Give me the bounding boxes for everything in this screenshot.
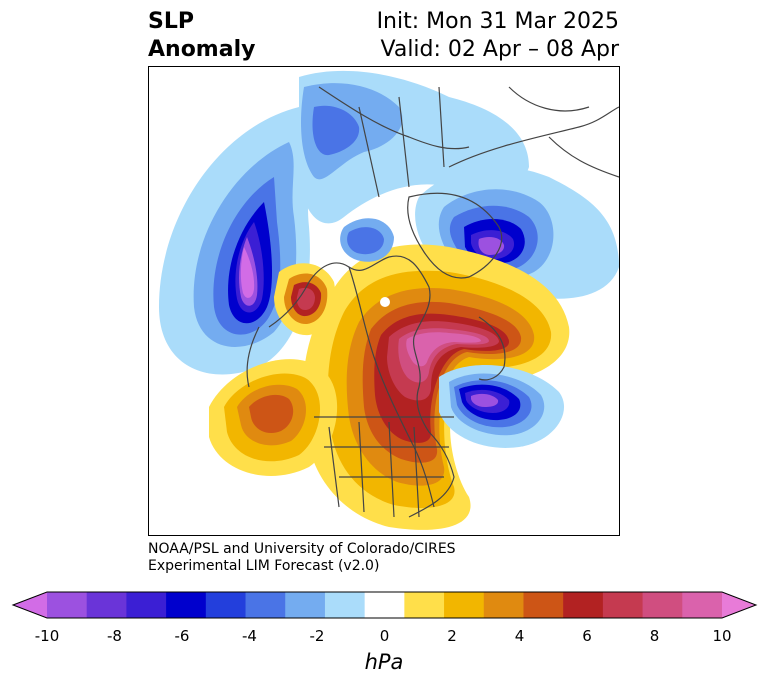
map-title: SLP Anomaly	[148, 8, 255, 64]
colorbar-segment	[205, 592, 247, 618]
title-line-anomaly: Anomaly	[148, 37, 256, 62]
colorbar-segment	[404, 592, 445, 618]
colorbar-tick-label: 0	[379, 627, 390, 645]
colorbar-segment	[642, 592, 683, 618]
credit-line-2: Experimental LIM Forecast (v2.0)	[148, 558, 380, 574]
forecast-dates: Init: Mon 31 Mar 2025 Valid: 02 Apr – 08…	[377, 8, 619, 64]
colorbar-tick-label: -8	[107, 627, 122, 645]
colorbar-tick-label: -4	[242, 627, 257, 645]
colorbar-segment	[285, 592, 326, 618]
colorbar-outline	[11, 591, 758, 619]
colorbar	[11, 591, 758, 619]
credit-line-1: NOAA/PSL and University of Colorado/CIRE…	[148, 541, 456, 557]
colorbar-segment	[245, 592, 286, 618]
init-date: Init: Mon 31 Mar 2025	[376, 9, 619, 34]
colorbar-segment	[166, 592, 207, 618]
colorbar-segment	[483, 592, 524, 618]
anomaly-east-pacific-high	[209, 359, 338, 476]
coastlines	[246, 86, 619, 518]
colorbar-segment	[324, 592, 366, 618]
anomaly-map	[148, 66, 620, 536]
title-line-slp: SLP	[148, 9, 194, 34]
map-svg	[159, 70, 619, 530]
colorbar-tick-label: 8	[649, 627, 660, 645]
colorbar-tick-label: 4	[514, 627, 525, 645]
anomaly-labrador-small	[340, 218, 394, 262]
credit-text: NOAA/PSL and University of Colorado/CIRE…	[148, 541, 456, 575]
colorbar-segment	[444, 592, 485, 618]
colorbar-segment	[86, 592, 127, 618]
valid-range: Valid: 02 Apr – 08 Apr	[380, 37, 620, 62]
colorbar-segment	[682, 592, 723, 618]
colorbar-tick-label: -2	[309, 627, 325, 645]
colorbar-segment	[523, 592, 564, 618]
colorbar-segment	[563, 592, 604, 618]
colorbar-tick-label: -6	[174, 627, 190, 645]
colorbar-segments	[13, 592, 756, 618]
colorbar-tick-label: -10	[34, 627, 60, 645]
anomaly-atlantic-low	[439, 365, 565, 448]
colorbar-tick-label: 10	[712, 627, 732, 645]
colorbar-segment	[126, 592, 167, 618]
colorbar-segment	[364, 592, 405, 618]
pole-marker	[380, 297, 390, 307]
colorbar-arrow-right	[722, 592, 756, 618]
colorbar-segment	[47, 592, 88, 618]
anomaly-alaska-high	[274, 263, 336, 336]
colorbar-tick-label: 2	[447, 627, 457, 645]
colorbar-unit: hPa	[364, 650, 404, 674]
colorbar-arrow-left	[13, 592, 47, 618]
anomaly-north-pacific-low	[159, 107, 310, 375]
colorbar-tick-label: 6	[582, 627, 592, 645]
colorbar-segment	[602, 592, 644, 618]
